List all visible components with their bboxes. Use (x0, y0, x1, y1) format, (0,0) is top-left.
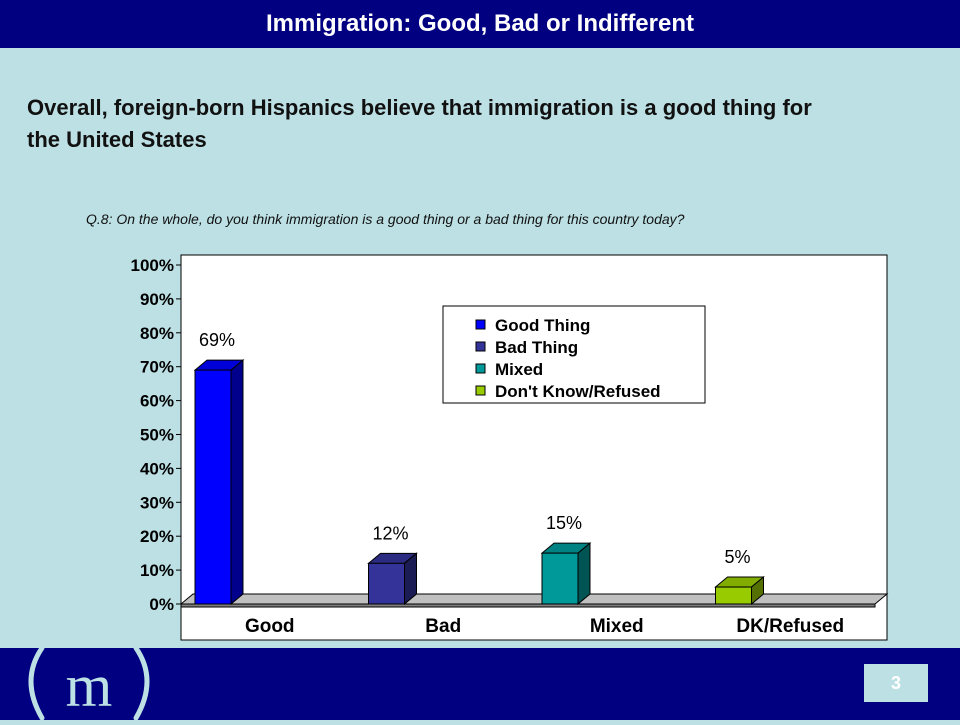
y-tick-label: 20% (140, 527, 174, 546)
y-tick-label: 0% (149, 595, 174, 614)
legend-label: Don't Know/Refused (495, 382, 661, 401)
bar (541, 552, 579, 605)
data-label: 15% (546, 513, 582, 533)
logo: m (28, 645, 150, 720)
chart-floor-front (180, 603, 876, 608)
logo-text: m (66, 653, 113, 719)
x-tick-label: Bad (425, 616, 461, 637)
x-tick-label: Mixed (590, 616, 644, 637)
y-tick-label: 30% (140, 493, 174, 512)
y-tick-label: 60% (140, 392, 174, 411)
legend-swatch (475, 319, 486, 330)
y-tick-label: 70% (140, 358, 174, 377)
legend (442, 305, 706, 404)
headline: Overall, foreign-born Hispanics believe … (27, 95, 812, 152)
y-tick-label: 90% (140, 290, 174, 309)
bar (715, 586, 752, 605)
legend-swatch (475, 363, 486, 374)
x-tick-label: Good (245, 616, 295, 637)
legend-swatch (475, 385, 486, 396)
chart-floor-top (179, 593, 889, 605)
y-tick-label: 40% (140, 459, 174, 478)
slide-title: Immigration: Good, Bad or Indifferent (266, 10, 694, 37)
legend-label: Bad Thing (495, 338, 578, 357)
data-label: 12% (372, 523, 408, 543)
y-tick-label: 50% (140, 426, 174, 445)
bar (194, 369, 232, 605)
bar-side (577, 542, 591, 606)
y-tick-label: 10% (140, 561, 174, 580)
header-bar (0, 0, 960, 48)
x-tick-label: DK/Refused (736, 616, 844, 637)
legend-label: Mixed (495, 360, 543, 379)
y-tick-label: 100% (131, 256, 174, 275)
data-label: 69% (199, 330, 235, 350)
bar-side (230, 359, 244, 606)
bar (368, 562, 405, 605)
footer-bar (0, 648, 960, 720)
page-number: 3 (864, 664, 928, 702)
data-label: 5% (724, 547, 750, 567)
legend-swatch (475, 341, 486, 352)
legend-label: Good Thing (495, 316, 590, 335)
y-tick-label: 80% (140, 324, 174, 343)
survey-question: Q.8: On the whole, do you think immigrat… (86, 211, 685, 227)
